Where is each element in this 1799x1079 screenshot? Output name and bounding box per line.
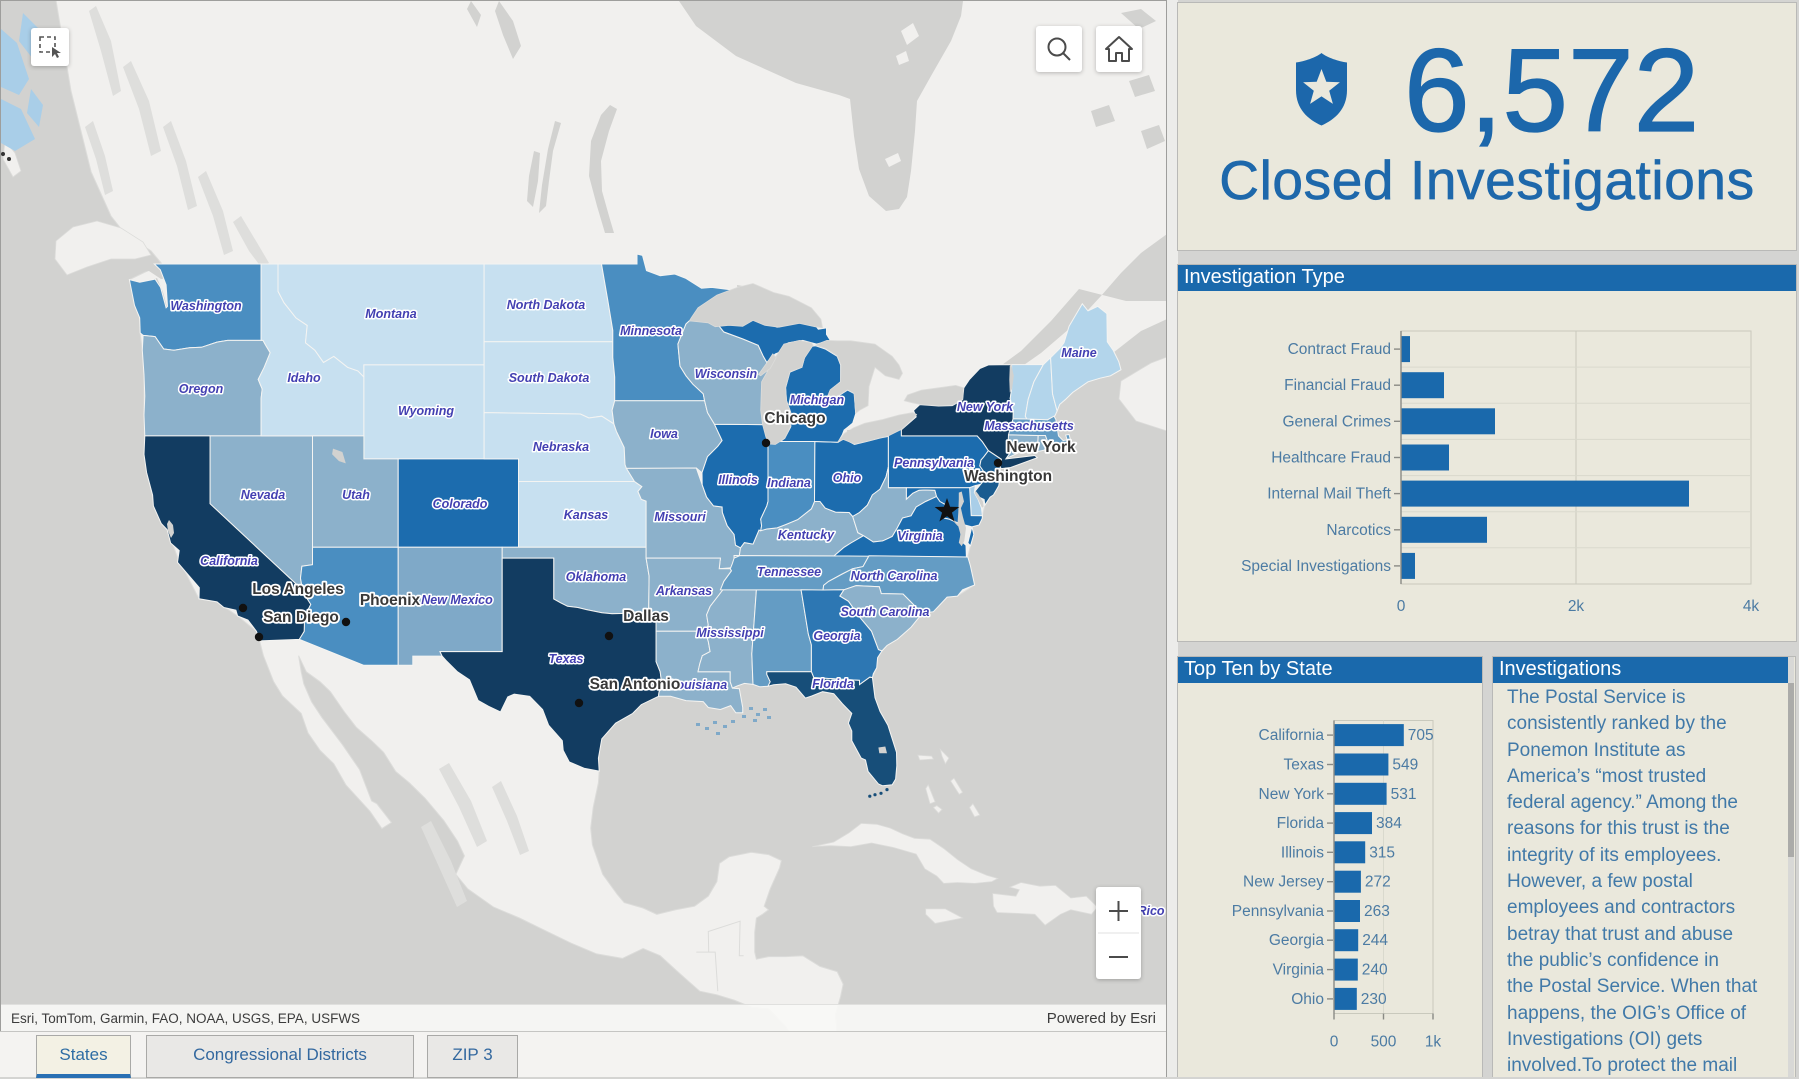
svg-text:4k: 4k (1743, 598, 1760, 615)
svg-text:315: 315 (1369, 844, 1395, 861)
svg-text:Virginia: Virginia (897, 529, 942, 543)
svg-text:384: 384 (1376, 815, 1402, 832)
svg-text:Washington: Washington (964, 468, 1052, 485)
svg-text:705: 705 (1408, 727, 1434, 744)
svg-text:244: 244 (1362, 932, 1388, 949)
svg-text:Financial Fraud: Financial Fraud (1284, 377, 1391, 394)
svg-text:North Dakota: North Dakota (507, 298, 586, 312)
svg-text:500: 500 (1371, 1034, 1397, 1051)
svg-text:Illinois: Illinois (1281, 844, 1324, 861)
svg-text:Florida: Florida (812, 677, 854, 691)
svg-text:Oregon: Oregon (179, 382, 224, 396)
svg-text:Contract Fraud: Contract Fraud (1288, 341, 1391, 358)
svg-text:Phoenix: Phoenix (360, 592, 421, 609)
svg-text:Virginia: Virginia (1273, 962, 1325, 979)
svg-text:South Dakota: South Dakota (509, 371, 590, 385)
svg-text:Iowa: Iowa (650, 427, 678, 441)
svg-text:Georgia: Georgia (813, 629, 860, 643)
svg-text:531: 531 (1391, 786, 1417, 803)
svg-text:Colorado: Colorado (433, 497, 488, 511)
svg-text:Rico: Rico (1137, 904, 1164, 918)
svg-text:Kansas: Kansas (564, 508, 609, 522)
svg-text:Pennsylvania: Pennsylvania (894, 456, 974, 470)
svg-text:Idaho: Idaho (287, 371, 321, 385)
svg-text:Nebraska: Nebraska (533, 440, 589, 454)
svg-text:Massachusetts: Massachusetts (984, 419, 1074, 433)
svg-text:Arkansas: Arkansas (655, 584, 712, 598)
svg-text:272: 272 (1365, 874, 1391, 891)
svg-text:Louisiana: Louisiana (669, 678, 727, 692)
svg-text:California: California (1259, 727, 1325, 744)
svg-text:South Carolina: South Carolina (841, 605, 930, 619)
svg-text:0: 0 (1397, 598, 1406, 615)
svg-text:Michigan: Michigan (790, 393, 845, 407)
svg-text:Georgia: Georgia (1269, 932, 1325, 949)
svg-text:Indiana: Indiana (767, 476, 811, 490)
svg-text:Dallas: Dallas (623, 608, 669, 625)
svg-text:Illinois: Illinois (718, 473, 758, 487)
svg-text:Minnesota: Minnesota (620, 324, 682, 338)
svg-text:Texas: Texas (1284, 757, 1325, 774)
svg-text:New Mexico: New Mexico (421, 593, 493, 607)
svg-text:Oklahoma: Oklahoma (566, 570, 626, 584)
svg-text:Kentucky: Kentucky (778, 528, 835, 542)
svg-text:Mississippi: Mississippi (696, 626, 764, 640)
svg-text:New York: New York (1006, 439, 1076, 456)
svg-text:Nevada: Nevada (241, 488, 286, 502)
svg-text:Pennsylvania: Pennsylvania (1232, 903, 1325, 920)
svg-text:Florida: Florida (1277, 815, 1325, 832)
svg-text:Special Investigations: Special Investigations (1241, 558, 1391, 575)
svg-text:549: 549 (1392, 757, 1418, 774)
svg-text:San Diego: San Diego (263, 609, 339, 626)
svg-text:Texas: Texas (549, 652, 584, 666)
svg-text:Tennessee: Tennessee (757, 565, 821, 579)
svg-text:Wyoming: Wyoming (398, 404, 454, 418)
svg-text:240: 240 (1362, 962, 1388, 979)
svg-text:Maine: Maine (1061, 346, 1096, 360)
svg-text:New York: New York (957, 400, 1014, 414)
svg-text:General Crimes: General Crimes (1282, 413, 1391, 430)
svg-text:California: California (200, 554, 258, 568)
svg-text:230: 230 (1361, 991, 1387, 1008)
svg-text:Narcotics: Narcotics (1326, 522, 1391, 539)
svg-text:263: 263 (1364, 903, 1390, 920)
svg-text:New York: New York (1259, 786, 1325, 803)
svg-text:Internal Mail Theft: Internal Mail Theft (1267, 486, 1391, 503)
svg-text:0: 0 (1330, 1034, 1339, 1051)
svg-text:North Carolina: North Carolina (851, 569, 938, 583)
svg-text:Missouri: Missouri (654, 510, 706, 524)
svg-text:1k: 1k (1425, 1034, 1442, 1051)
svg-text:Utah: Utah (342, 488, 370, 502)
svg-text:2k: 2k (1568, 598, 1585, 615)
svg-text:Healthcare Fraud: Healthcare Fraud (1271, 450, 1391, 467)
svg-text:Washington: Washington (170, 299, 242, 313)
svg-text:Los Angeles: Los Angeles (252, 581, 344, 598)
svg-text:Ohio: Ohio (833, 471, 862, 485)
svg-text:Ohio: Ohio (1291, 991, 1324, 1008)
svg-text:San Antonio: San Antonio (590, 676, 681, 693)
svg-text:Chicago: Chicago (764, 410, 825, 427)
svg-text:New Jersey: New Jersey (1243, 874, 1324, 891)
svg-text:Wisconsin: Wisconsin (695, 367, 758, 381)
svg-text:Montana: Montana (365, 307, 416, 321)
